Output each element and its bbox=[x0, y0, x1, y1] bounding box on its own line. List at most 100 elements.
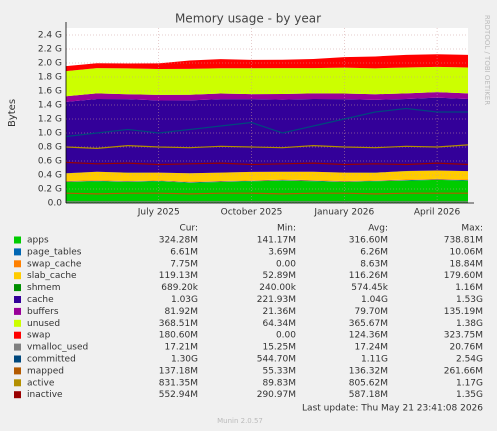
y-tick-label: 1.8 G bbox=[38, 73, 62, 83]
legend-value: 240.00k bbox=[259, 283, 296, 293]
legend-value: 1.35G bbox=[456, 390, 483, 400]
legend-value: 738.81M bbox=[444, 236, 483, 246]
legend-label: swap bbox=[27, 331, 51, 341]
legend-value: 323.75M bbox=[444, 331, 483, 341]
legend-label: active bbox=[27, 378, 55, 388]
legend-value: 124.36M bbox=[349, 331, 388, 341]
legend-value: 689.20k bbox=[161, 283, 198, 293]
y-axis-label: Bytes bbox=[7, 99, 18, 127]
legend-swatch bbox=[14, 307, 21, 315]
y-tick-label: 0.6 G bbox=[38, 157, 62, 167]
area bbox=[66, 54, 468, 72]
legend-value: 7.75M bbox=[170, 259, 198, 269]
legend-value: 116.26M bbox=[349, 271, 388, 281]
y-tick-label: 0.8 G bbox=[38, 143, 62, 153]
legend-swatch bbox=[14, 284, 21, 292]
legend-swatch bbox=[14, 272, 21, 280]
area bbox=[66, 170, 468, 182]
legend-value: 1.38G bbox=[456, 319, 483, 329]
area bbox=[66, 179, 468, 203]
legend-value: 3.69M bbox=[268, 247, 296, 257]
legend-value: 552.94M bbox=[159, 390, 198, 400]
legend-value: 1.17G bbox=[456, 378, 483, 388]
legend-value: 261.66M bbox=[444, 366, 483, 376]
legend-swatch bbox=[14, 367, 21, 375]
line bbox=[65, 144, 469, 150]
legend-value: 221.93M bbox=[257, 295, 296, 305]
legend-value: 574.45k bbox=[351, 283, 388, 293]
legend-label: slab_cache bbox=[27, 271, 77, 281]
y-tick-label: 0.4 G bbox=[38, 171, 62, 181]
legend-value: 368.51M bbox=[159, 319, 198, 329]
legend-swatch bbox=[14, 343, 21, 351]
legend-value: 18.84M bbox=[449, 259, 483, 269]
y-tick-label: 2.2 G bbox=[38, 45, 62, 55]
legend-value: 180.60M bbox=[159, 331, 198, 341]
legend-value: 81.92M bbox=[164, 307, 198, 317]
legend-value: 6.26M bbox=[360, 247, 388, 257]
x-tick-label: October 2025 bbox=[221, 208, 283, 218]
legend-value: 1.04G bbox=[361, 295, 388, 305]
legend-value: 17.21M bbox=[164, 343, 198, 353]
legend-value: 0.00 bbox=[276, 259, 296, 269]
legend-header: Avg: bbox=[368, 224, 388, 234]
area bbox=[66, 97, 468, 174]
area bbox=[66, 179, 468, 183]
legend-value: 6.61M bbox=[170, 247, 198, 257]
legend-header: Cur: bbox=[179, 224, 198, 234]
legend-value: 55.33M bbox=[262, 366, 296, 376]
legend-value: 79.70M bbox=[354, 307, 388, 317]
line bbox=[65, 161, 469, 166]
legend-value: 15.25M bbox=[262, 343, 296, 353]
legend-value: 805.62M bbox=[349, 378, 388, 388]
x-tick-label: April 2026 bbox=[414, 208, 461, 218]
legend-value: 10.06M bbox=[449, 247, 483, 257]
legend-label: shmem bbox=[27, 283, 60, 293]
legend-value: 21.36M bbox=[262, 307, 296, 317]
legend-value: 8.63M bbox=[360, 259, 388, 269]
y-tick-label: 0.0 bbox=[48, 199, 63, 209]
legend-swatch bbox=[14, 248, 21, 256]
legend-value: 324.28M bbox=[159, 236, 198, 246]
legend-swatch bbox=[14, 260, 21, 268]
legend-label: mapped bbox=[27, 366, 64, 376]
legend-label: apps bbox=[27, 236, 49, 246]
legend-swatch bbox=[14, 319, 21, 327]
y-tick-label: 1.6 G bbox=[38, 87, 62, 97]
y-tick-label: 1.4 G bbox=[38, 101, 62, 111]
legend-value: 831.35M bbox=[159, 378, 198, 388]
y-tick-label: 1.0 G bbox=[38, 129, 62, 139]
footer: Munin 2.0.57 bbox=[217, 417, 263, 425]
legend-value: 2.54G bbox=[456, 355, 483, 365]
legend-value: 290.97M bbox=[257, 390, 296, 400]
legend-swatch bbox=[14, 379, 21, 387]
legend-swatch bbox=[14, 355, 21, 363]
y-tick-label: 0.2 G bbox=[38, 185, 62, 195]
legend-value: 1.11G bbox=[361, 355, 388, 365]
legend-value: 316.60M bbox=[349, 236, 388, 246]
legend-value: 141.17M bbox=[257, 236, 296, 246]
legend-label: inactive bbox=[27, 390, 63, 400]
legend-label: vmalloc_used bbox=[27, 343, 88, 353]
legend-value: 17.24M bbox=[354, 343, 388, 353]
legend-header: Min: bbox=[277, 224, 296, 234]
legend-value: 365.67M bbox=[349, 319, 388, 329]
legend-label: unused bbox=[27, 319, 60, 329]
legend-header: Max: bbox=[461, 224, 483, 234]
legend-label: swap_cache bbox=[27, 259, 82, 269]
legend-value: 119.13M bbox=[159, 271, 198, 281]
legend-value: 1.30G bbox=[171, 355, 198, 365]
legend-swatch bbox=[14, 331, 21, 339]
legend-swatch bbox=[14, 296, 21, 303]
legend-value: 20.76M bbox=[449, 343, 483, 353]
legend-value: 137.18M bbox=[159, 366, 198, 376]
legend-label: committed bbox=[27, 355, 76, 365]
y-tick-label: 2.0 G bbox=[38, 59, 62, 69]
line bbox=[65, 107, 468, 138]
legend-value: 1.03G bbox=[171, 295, 198, 305]
legend-value: 64.34M bbox=[262, 319, 296, 329]
chart-title: Memory usage - by year bbox=[175, 12, 321, 26]
y-tick-label: 2.4 G bbox=[38, 31, 62, 41]
y-tick-label: 1.2 G bbox=[38, 115, 62, 125]
